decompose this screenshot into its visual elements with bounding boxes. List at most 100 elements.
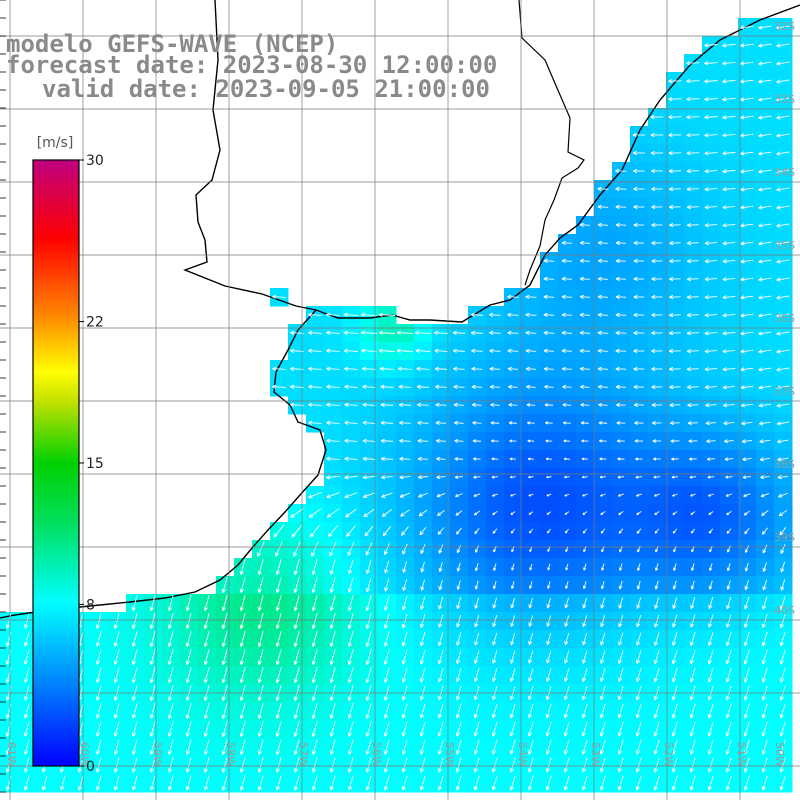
wind-arrow <box>401 757 408 773</box>
wind-arrow <box>564 581 569 589</box>
wind-arrow <box>579 258 590 264</box>
wind-arrow <box>633 402 644 408</box>
wind-arrow <box>474 614 480 628</box>
wind-arrow <box>650 150 664 156</box>
wind-arrow <box>492 632 498 646</box>
wind-arrow <box>131 667 138 683</box>
wind-arrow <box>744 580 749 591</box>
wind-arrow <box>308 420 322 425</box>
wind-arrow <box>597 258 608 264</box>
wind-arrow <box>725 614 732 628</box>
wind-arrow <box>653 739 660 755</box>
wind-arrow <box>635 650 642 664</box>
wind-arrow <box>651 330 663 336</box>
wind-arrow <box>329 631 336 648</box>
wind-arrow <box>347 595 354 612</box>
wind-arrow <box>563 457 570 461</box>
wind-arrow <box>722 259 736 264</box>
wind-arrow <box>380 456 393 461</box>
wind-arrow <box>670 439 680 443</box>
wind-arrow <box>686 61 700 66</box>
wind-arrow <box>525 312 537 318</box>
wind-arrow <box>525 348 537 354</box>
wind-arrow <box>275 757 282 773</box>
wind-arrow <box>381 509 393 517</box>
wind-arrow <box>113 631 120 647</box>
wind-arrow <box>691 563 695 571</box>
wind-arrow <box>326 330 340 335</box>
wind-arrow <box>582 615 588 627</box>
wind-arrow <box>383 703 390 719</box>
wind-arrow <box>221 667 228 684</box>
wind-arrow <box>779 775 786 791</box>
wind-arrow <box>651 312 663 318</box>
wind-arrow <box>381 492 393 498</box>
wind-arrow <box>437 527 445 535</box>
wind-arrow <box>546 511 552 515</box>
wind-arrow <box>686 169 700 174</box>
wind-arrow <box>617 757 624 773</box>
wind-arrow <box>527 703 534 719</box>
wind-arrow <box>561 258 573 264</box>
wind-arrow <box>671 721 678 737</box>
wind-arrow <box>740 277 754 282</box>
wind-arrow <box>743 703 750 719</box>
wind-arrow <box>419 667 426 683</box>
wind-arrow <box>615 222 627 228</box>
wind-arrow <box>347 667 354 684</box>
wind-arrow <box>689 667 696 683</box>
wind-arrow <box>489 312 501 317</box>
wind-arrow <box>778 492 788 498</box>
wind-arrow <box>597 294 608 300</box>
wind-arrow <box>707 721 714 737</box>
wind-arrow <box>167 721 174 737</box>
wind-arrow <box>617 475 625 479</box>
wind-arrow <box>704 223 718 228</box>
wind-arrow <box>396 330 414 335</box>
wind-arrow <box>272 366 286 371</box>
wind-arrow <box>669 348 681 354</box>
wind-arrow <box>704 331 718 336</box>
wind-arrow <box>239 595 246 612</box>
wind-arrow <box>491 721 498 737</box>
wind-arrow <box>453 366 465 372</box>
wind-arrow <box>491 703 498 719</box>
wind-arrow <box>704 97 718 102</box>
wind-arrow <box>615 348 627 354</box>
wind-arrow <box>273 524 285 538</box>
wind-arrow <box>561 294 573 300</box>
wind-arrow <box>543 330 555 336</box>
wind-arrow <box>671 457 679 461</box>
wind-arrow <box>311 541 319 557</box>
wind-arrow <box>291 524 303 538</box>
wind-arrow <box>311 649 318 666</box>
wind-arrow <box>722 115 736 120</box>
wind-arrow <box>690 528 696 534</box>
wind-arrow <box>668 186 681 192</box>
wind-arrow <box>563 668 570 682</box>
wind-arrow <box>564 597 569 609</box>
wind-arrow <box>489 366 501 372</box>
wind-arrow <box>744 596 750 610</box>
wind-arrow <box>95 721 102 737</box>
wind-arrow <box>455 510 463 516</box>
wind-arrow <box>618 528 624 534</box>
wind-arrow <box>654 511 660 516</box>
wind-arrow <box>704 385 717 390</box>
wind-arrow <box>561 312 573 318</box>
wind-arrow <box>582 597 587 609</box>
wind-arrow <box>758 79 772 84</box>
wind-arrow <box>416 366 430 371</box>
wind-arrow <box>239 739 246 755</box>
wind-arrow <box>438 562 443 573</box>
wind-arrow <box>293 721 300 738</box>
wind-arrow <box>597 348 609 354</box>
wind-arrow <box>704 241 718 246</box>
wind-arrow <box>668 150 682 156</box>
wind-arrow <box>617 703 624 719</box>
wind-arrow <box>326 438 340 443</box>
wind-arrow <box>546 597 551 609</box>
wind-arrow <box>671 650 678 665</box>
wind-arrow <box>581 703 588 719</box>
wind-arrow <box>722 277 736 282</box>
